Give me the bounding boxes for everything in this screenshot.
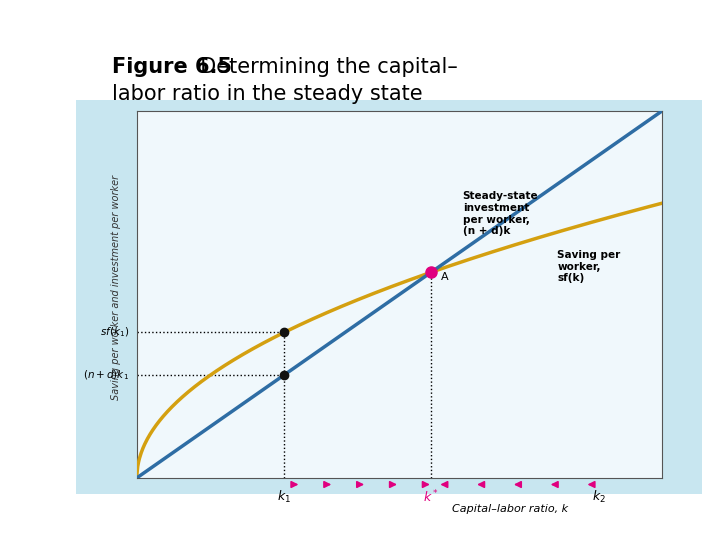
Text: Saving per
worker,
sf(k): Saving per worker, sf(k) [557, 250, 621, 284]
Text: $k^*$: $k^*$ [423, 489, 439, 505]
Text: Figure 6.5: Figure 6.5 [112, 57, 232, 77]
Text: Copyright ©2014 Pearson Education: Copyright ©2014 Pearson Education [7, 515, 198, 525]
Text: 6-30: 6-30 [680, 515, 706, 525]
Text: Capital–labor ratio, k: Capital–labor ratio, k [451, 504, 568, 514]
Text: labor ratio in the steady state: labor ratio in the steady state [112, 84, 422, 104]
Text: $(n + d)k_1$: $(n + d)k_1$ [83, 368, 129, 382]
Text: Determining the capital–: Determining the capital– [187, 57, 458, 77]
Text: A: A [441, 272, 449, 282]
Text: $k_2$: $k_2$ [593, 489, 606, 505]
Text: Saving per worker and investment per worker: Saving per worker and investment per wor… [111, 174, 121, 400]
Text: $k_1$: $k_1$ [277, 489, 291, 505]
Text: $sf(k_1)$: $sf(k_1)$ [100, 326, 129, 339]
Text: Steady-state
investment
per worker,
(n + d)k: Steady-state investment per worker, (n +… [463, 192, 539, 237]
